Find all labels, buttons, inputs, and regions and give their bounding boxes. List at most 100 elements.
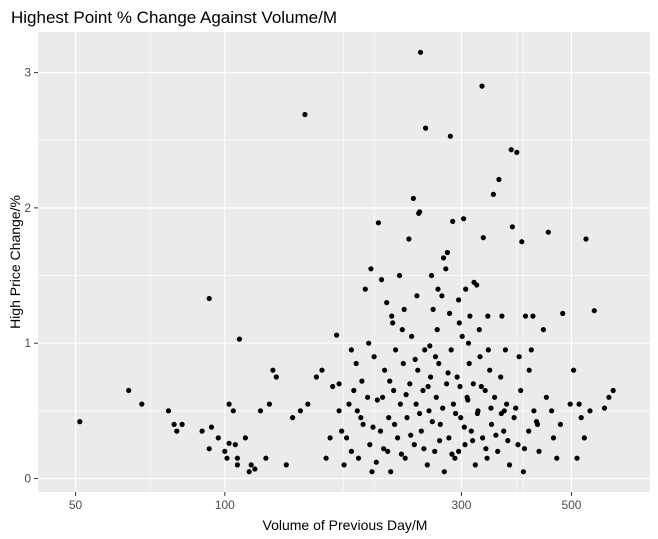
data-point — [495, 448, 501, 454]
data-point — [485, 347, 491, 353]
data-point — [358, 415, 364, 421]
data-point — [434, 327, 440, 333]
data-point — [378, 277, 385, 283]
data-point — [522, 313, 529, 319]
data-point — [578, 415, 584, 421]
y-tick-label: 2 — [24, 201, 31, 215]
data-point — [404, 415, 410, 421]
data-point — [513, 405, 519, 411]
data-point — [263, 455, 269, 461]
data-point — [432, 354, 439, 360]
data-point — [478, 383, 484, 390]
data-point — [461, 424, 467, 430]
data-point — [504, 401, 510, 407]
data-point — [423, 125, 429, 131]
data-point — [395, 435, 401, 441]
data-point — [226, 440, 232, 446]
data-point — [477, 354, 483, 360]
y-axis-ticks: 0 1 2 3 — [24, 66, 38, 485]
data-point — [450, 401, 456, 407]
data-point — [388, 469, 394, 475]
data-point — [413, 401, 419, 407]
data-point — [435, 286, 441, 292]
data-point — [437, 438, 443, 444]
data-point — [348, 347, 354, 353]
data-point — [447, 133, 453, 139]
data-point — [336, 408, 342, 414]
data-point — [199, 428, 205, 434]
data-point — [354, 408, 360, 414]
data-point — [447, 310, 453, 316]
data-point — [470, 381, 476, 387]
data-point — [456, 320, 462, 326]
data-point — [479, 83, 485, 89]
data-point — [496, 176, 502, 183]
data-point — [391, 387, 397, 394]
data-point — [465, 397, 471, 403]
data-point — [519, 239, 525, 245]
data-point — [422, 347, 428, 353]
data-point — [437, 421, 443, 427]
data-point — [351, 387, 357, 394]
data-point — [374, 397, 380, 403]
data-point — [380, 394, 386, 400]
data-point — [393, 347, 399, 353]
data-point — [206, 295, 212, 302]
data-point — [514, 149, 520, 155]
data-point — [550, 435, 557, 441]
data-point — [440, 255, 447, 261]
data-point — [430, 306, 436, 312]
data-point — [365, 394, 371, 400]
data-point — [323, 455, 329, 461]
data-point — [484, 455, 490, 461]
data-point — [409, 333, 415, 339]
data-point — [252, 466, 258, 472]
data-point — [412, 356, 418, 362]
data-point — [355, 455, 362, 461]
data-point — [459, 333, 465, 339]
data-point — [336, 381, 342, 387]
data-point — [530, 313, 536, 319]
data-point — [248, 462, 254, 468]
data-point — [366, 340, 372, 346]
data-point — [418, 428, 424, 434]
data-point — [452, 455, 458, 461]
data-point — [371, 354, 377, 360]
data-point — [466, 360, 472, 367]
data-point — [560, 310, 566, 316]
data-point — [377, 428, 384, 434]
data-point — [531, 408, 537, 414]
data-point — [483, 446, 489, 452]
plot-panel — [38, 32, 650, 492]
data-point — [266, 401, 272, 407]
data-point — [488, 421, 495, 427]
data-point — [545, 229, 551, 235]
data-point — [406, 236, 412, 242]
data-point — [465, 340, 472, 346]
data-point — [226, 401, 232, 407]
y-tick-label: 0 — [24, 471, 31, 485]
data-point — [567, 401, 573, 407]
data-point — [457, 383, 463, 390]
data-point — [402, 455, 408, 461]
y-tick-label: 1 — [24, 336, 31, 350]
data-point — [518, 387, 524, 394]
data-point — [468, 428, 474, 434]
data-point — [583, 236, 589, 242]
data-point — [362, 286, 368, 292]
data-point — [509, 224, 515, 230]
data-point — [370, 424, 376, 430]
data-point — [215, 435, 221, 441]
data-point — [536, 448, 542, 454]
data-point — [246, 469, 252, 475]
data-point — [467, 313, 473, 319]
data-point — [557, 421, 564, 427]
data-point — [456, 448, 462, 454]
major-gridlines — [38, 32, 650, 492]
data-point — [581, 435, 588, 441]
data-point — [444, 381, 450, 387]
data-point — [417, 49, 424, 55]
data-point — [508, 147, 514, 153]
data-point — [440, 405, 446, 411]
